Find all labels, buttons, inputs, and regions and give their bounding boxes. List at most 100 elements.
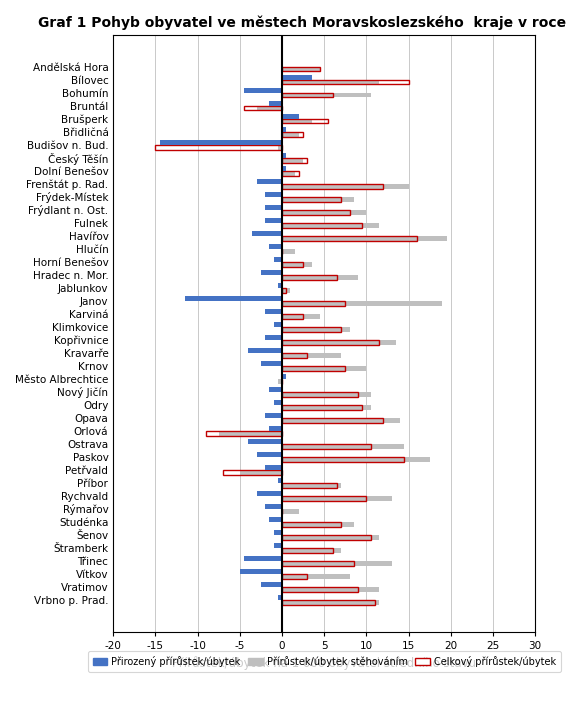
Bar (282, 496, 392, 501)
Bar (240, 569, 282, 574)
Bar (282, 158, 307, 163)
Bar (282, 340, 396, 345)
Bar (282, 536, 379, 540)
Bar (282, 67, 320, 71)
Bar (282, 275, 337, 280)
Bar (282, 574, 307, 579)
Bar (282, 496, 366, 501)
Legend: Přirozený přírůstek/úbytek, Přírůstek/úbytek stěhováním, Celkový přírůstek/úbyte: Přirozený přírůstek/úbytek, Přírůstek/úb… (88, 651, 561, 672)
Bar (269, 426, 282, 431)
Bar (282, 236, 447, 241)
Bar (282, 327, 341, 331)
Bar (282, 223, 362, 228)
Bar (282, 340, 379, 345)
Bar (206, 431, 282, 436)
Bar (273, 531, 282, 535)
Bar (269, 517, 282, 522)
Bar (282, 197, 354, 201)
Bar (185, 296, 282, 301)
Bar (282, 75, 311, 79)
Bar (282, 67, 320, 71)
Bar (282, 197, 341, 201)
Bar (282, 483, 341, 488)
Bar (278, 145, 282, 149)
Bar (282, 93, 371, 98)
Bar (265, 504, 282, 509)
Bar (282, 166, 286, 171)
Bar (257, 179, 282, 183)
Bar (282, 548, 333, 553)
Bar (282, 548, 341, 553)
Bar (278, 478, 282, 483)
Bar (282, 171, 295, 176)
Bar (269, 101, 282, 106)
Bar (282, 262, 303, 266)
Bar (219, 431, 282, 436)
Bar (273, 322, 282, 327)
Bar (244, 556, 282, 560)
Bar (282, 587, 358, 592)
Bar (282, 405, 371, 410)
Bar (282, 374, 286, 378)
Bar (282, 392, 358, 397)
Bar (282, 223, 379, 228)
Bar (282, 522, 354, 527)
Bar (282, 561, 354, 565)
Bar (265, 218, 282, 223)
Bar (282, 171, 299, 176)
Bar (282, 249, 295, 253)
Bar (244, 88, 282, 93)
Bar (252, 231, 282, 236)
Bar (278, 379, 282, 383)
Bar (257, 452, 282, 457)
Bar (282, 262, 311, 266)
Bar (282, 158, 303, 163)
Bar (282, 418, 383, 423)
Bar (282, 587, 379, 592)
Bar (282, 275, 358, 280)
Bar (282, 80, 409, 84)
Bar (282, 314, 303, 318)
Bar (282, 444, 404, 448)
Bar (282, 483, 337, 488)
Bar (282, 353, 307, 358)
Bar (257, 106, 282, 111)
Bar (282, 392, 371, 397)
Bar (265, 413, 282, 418)
Bar (261, 270, 282, 275)
Bar (282, 132, 303, 136)
Bar (282, 314, 320, 318)
Title: Graf 1 Pohyb obyvatel ve městech Moravskoslezského  kraje v roce 2022: Graf 1 Pohyb obyvatel ve městech Moravsk… (38, 15, 567, 29)
Bar (278, 283, 282, 288)
Bar (282, 236, 417, 241)
Bar (282, 127, 286, 131)
Bar (282, 184, 409, 188)
Bar (282, 114, 299, 119)
Bar (282, 288, 286, 293)
Bar (282, 366, 366, 371)
Bar (269, 244, 282, 248)
Bar (282, 600, 379, 605)
Bar (273, 257, 282, 261)
Bar (282, 457, 404, 462)
Bar (257, 491, 282, 496)
Bar (282, 210, 349, 214)
Bar (261, 582, 282, 587)
Bar (282, 574, 349, 579)
Bar (265, 192, 282, 196)
Bar (282, 301, 345, 306)
Bar (282, 210, 366, 214)
Bar (273, 400, 282, 405)
Bar (244, 106, 282, 111)
Bar (248, 439, 282, 443)
Bar (265, 335, 282, 340)
Bar (278, 595, 282, 600)
Bar (282, 93, 333, 98)
Bar (282, 457, 430, 462)
Bar (282, 418, 400, 423)
Bar (282, 444, 371, 448)
Bar (155, 145, 282, 149)
Bar (282, 327, 349, 331)
Bar (248, 348, 282, 353)
Bar (273, 543, 282, 548)
